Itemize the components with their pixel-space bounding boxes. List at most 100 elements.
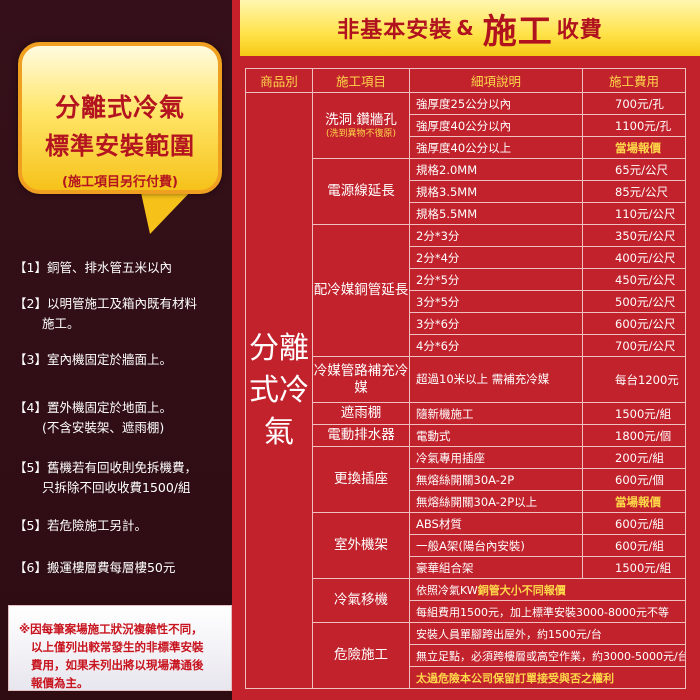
item-cell: 危險施工 [312, 622, 410, 689]
category-cell: 分離式冷氣 [245, 92, 313, 689]
column-header: 施工項目 [312, 68, 410, 93]
desc-cell: 強厚度40公分以內 [409, 114, 583, 137]
desc-text: 3分*5分 [416, 294, 460, 309]
fee-cell: 1500元/組 [582, 402, 686, 425]
desc-cell: 規格2.0MM [409, 158, 583, 181]
item-label: 洗洞.鑽牆孔 [325, 111, 397, 128]
item-label: 電源線延長 [327, 183, 395, 199]
desc-cell: 4分*6分 [409, 334, 583, 357]
desc-cell: 3分*6分 [409, 312, 583, 335]
disclaimer-note: ※因每筆案場施工狀況複雜性不同， 以上僅列出較常發生的非標準安裝 費用，如果未列… [8, 605, 232, 691]
title-part2: 施工 [482, 11, 553, 52]
desc-text: 3分*6分 [416, 316, 460, 331]
speech-bubble: 分離式冷氣 標準安裝範圍 (施工項目另行付費) [18, 42, 222, 194]
item-cell: 冷媒管路補充冷媒 [312, 356, 410, 403]
title-amp: & [456, 16, 475, 40]
desc-cell: 2分*4分 [409, 246, 583, 269]
desc-cell: 強厚度40公分以上 [409, 136, 583, 159]
desc-cell: 強厚度25公分以內 [409, 92, 583, 115]
desc-text: 豪華組合架 [416, 560, 474, 575]
desc-cell: 電動式 [409, 424, 583, 447]
item-label: 冷氣移機 [334, 592, 388, 608]
desc-text: 無熔絲開關30A-2P [416, 472, 515, 487]
desc-text: 2分*4分 [416, 250, 460, 265]
standard-item-line: 施工。 [42, 316, 80, 331]
fee-cell: 當場報價 [582, 490, 686, 513]
item-label: 更換插座 [334, 471, 388, 487]
standard-item-line: 【3】室內機固定於牆面上。 [14, 352, 172, 367]
item-cell: 更換插座 [312, 446, 410, 513]
desc-text: 無立足點，必須跨樓層或高空作業，約3000-5000元/台 [416, 649, 686, 663]
fee-cell: 85元/公尺 [582, 180, 686, 203]
desc-text: 一般A架(陽台內安裝) [416, 538, 525, 553]
item-cell: 配冷媒銅管延長 [312, 224, 410, 357]
table-row: 冷氣移機 依照冷氣KW銅管大小不同報價 [246, 578, 686, 623]
fee-cell: 當場報價 [582, 136, 686, 159]
column-header: 商品別 [245, 68, 313, 93]
desc-text: 2分*3分 [416, 228, 460, 243]
standard-item: 【4】置外機固定於地面上。 (不含安裝架、遮雨棚) [14, 398, 229, 438]
fee-cell: 1800元/個 [582, 424, 686, 447]
table-row: 2分*4分 400元/公尺 [246, 246, 686, 269]
table-row: 室外機架 ABS材質 600元/組 [246, 512, 686, 579]
desc-text: 強厚度40公分以上 [416, 140, 512, 155]
fee-cell: 700元/孔 [582, 92, 686, 115]
item-cell: 遮雨棚 [312, 402, 410, 425]
item-label: 遮雨棚 [340, 405, 382, 421]
fee-cell: 600元/公尺 [582, 312, 686, 335]
column-header: 施工費用 [582, 68, 686, 93]
bubble-subtitle: 標準安裝範圍 [45, 132, 195, 160]
desc-text: ABS材質 [416, 516, 462, 531]
standard-item-line: 只拆除不回收收費1500/組 [42, 480, 191, 495]
note-line: 報價為主。 [31, 676, 89, 690]
table-row: 電源線延長 規格2.0MM 65元/公尺 [246, 158, 686, 225]
table-row: 無熔絲開關30A-2P 600元/個 [246, 468, 686, 491]
fee-cell: 65元/公尺 [582, 158, 686, 181]
fee-cell: 450元/公尺 [582, 268, 686, 291]
desc-cell: 太過危險本公司保留訂單接受與否之權利 [409, 666, 686, 689]
title-part1: 非基本安裝 [337, 18, 453, 43]
note-line: 以上僅列出較常發生的非標準安裝 [31, 640, 204, 654]
desc-cell: ABS材質 [409, 512, 583, 535]
item-label: 室外機架 [334, 537, 388, 553]
divider-stripe [232, 0, 240, 700]
note-line: 費用，如果未列出將以現場溝通後 [31, 658, 204, 672]
table-row: 強厚度40公分以內 1100元/孔 [246, 114, 686, 137]
desc-text: 電動式 [416, 428, 451, 443]
standard-item-line: 【1】銅管、排水管五米以內 [14, 260, 172, 275]
item-cell: 室外機架 [312, 512, 410, 579]
desc-text: 2分*5分 [416, 272, 460, 287]
desc-highlight: 太過危險本公司保留訂單接受與否之權利 [416, 671, 614, 685]
desc-text: 依照冷氣KW [416, 583, 478, 597]
desc-text: 安裝人員單腳跨出屋外，約1500元/台 [416, 627, 602, 641]
desc-cell: 豪華組合架 [409, 556, 583, 579]
table-row: 遮雨棚 隨新機施工 1500元/組 [246, 402, 686, 425]
desc-text: 隨新機施工 [416, 406, 474, 421]
bubble-title: 分離式冷氣 [54, 93, 185, 122]
fee-cell: 1500元/組 [582, 556, 686, 579]
desc-cell: 2分*5分 [409, 268, 583, 291]
note-line: ※因每筆案場施工狀況複雜性不同， [19, 622, 203, 636]
table-row: 一般A架(陽台內安裝) 600元/組 [246, 534, 686, 557]
desc-cell: 2分*3分 [409, 224, 583, 247]
fee-cell: 500元/公尺 [582, 290, 686, 313]
desc-cell: 超過10米以上 需補充冷媒 [409, 356, 583, 403]
item-cell: 電動排水器 [312, 424, 410, 447]
fee-cell: 600元/個 [582, 468, 686, 491]
item-sublabel: (洗到異物不復原) [325, 128, 397, 139]
desc-cell: 規格3.5MM [409, 180, 583, 203]
fee-cell: 400元/公尺 [582, 246, 686, 269]
item-label: 冷媒管路補充冷媒 [313, 362, 409, 396]
standard-item: 【6】搬運樓層費每層樓50元 [14, 558, 229, 578]
desc-text: 冷氣專用插座 [416, 450, 485, 465]
table-row: 分離式冷氣 洗洞.鑽牆孔 (洗到異物不復原) 強厚度25公分以內 700元/孔 [245, 92, 686, 689]
desc-text: 無熔絲開關30A-2P以上 [416, 494, 538, 509]
fee-cell: 700元/公尺 [582, 334, 686, 357]
desc-highlight: 銅管大小不同報價 [477, 583, 566, 597]
column-header: 細項說明 [409, 68, 583, 93]
desc-cell: 規格5.5MM [409, 202, 583, 225]
desc-text: 規格3.5MM [416, 184, 478, 199]
standard-item-line: 【5】若危險施工另計。 [14, 518, 147, 533]
item-label: 配冷媒銅管延長 [313, 282, 409, 298]
fee-cell: 1100元/孔 [582, 114, 686, 137]
